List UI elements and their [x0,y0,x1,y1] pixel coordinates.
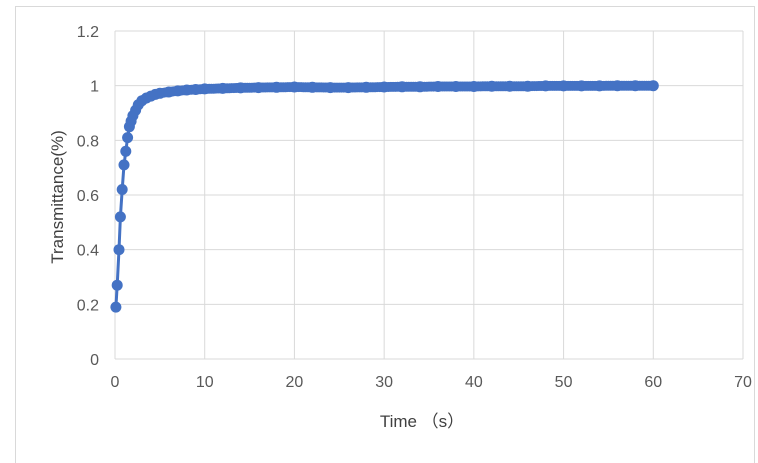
data-point [253,82,264,94]
data-point [120,145,132,157]
data-point [594,80,605,92]
x-tick-label: 60 [644,374,662,391]
data-point [110,301,122,313]
y-tick-label: 0.6 [77,188,99,205]
data-point [378,81,390,93]
data-point [111,279,123,291]
y-tick-label: 1 [90,79,99,96]
data-point [342,82,354,94]
data-point [172,85,184,97]
data-point [360,81,372,93]
x-axis-title: Time （s） [380,412,464,431]
y-tick-label: 0.4 [77,243,99,260]
plot-area [110,80,659,313]
x-tick-label: 40 [465,374,483,391]
data-point [118,159,130,171]
data-point [468,81,480,92]
data-point [629,80,641,92]
x-tick-label: 20 [286,374,304,391]
data-point [558,80,570,92]
data-point [611,80,623,92]
series-markers [110,80,659,313]
data-point [576,80,587,92]
x-tick-label: 70 [734,374,752,391]
y-tick-label: 0 [90,352,99,369]
y-tick-label: 0.8 [77,133,99,150]
data-point [540,80,552,92]
data-point [486,80,498,92]
x-tick-label: 30 [375,374,393,391]
y-axis-title: Transmittance(%) [48,130,67,264]
data-point [154,87,166,99]
data-point [113,244,125,256]
data-point [163,86,175,98]
y-tick-label: 1.2 [77,24,99,41]
data-point [116,184,128,195]
x-tick-label: 0 [111,374,120,391]
x-tick-label: 10 [196,374,214,391]
x-tick-label: 50 [555,374,573,391]
data-point [114,211,126,223]
data-point [450,81,462,92]
x-tick-labels: 0 10 20 30 40 50 60 70 [111,374,752,391]
y-tick-labels: 0 0.2 0.4 0.6 0.8 1 1.2 [77,24,99,369]
data-point [288,81,300,93]
data-point [647,80,659,92]
data-point [217,82,229,94]
data-point [235,82,247,94]
data-point [271,81,282,93]
y-tick-label: 0.2 [77,297,99,314]
data-point [190,84,202,95]
data-point [306,81,318,93]
data-point [122,132,134,144]
data-point [432,81,444,92]
data-point [324,82,336,94]
data-point [522,80,534,92]
data-point [396,81,408,93]
data-point [504,80,516,92]
data-point [414,81,426,93]
data-point [181,84,193,96]
data-point [199,83,211,95]
gridlines [114,30,744,360]
